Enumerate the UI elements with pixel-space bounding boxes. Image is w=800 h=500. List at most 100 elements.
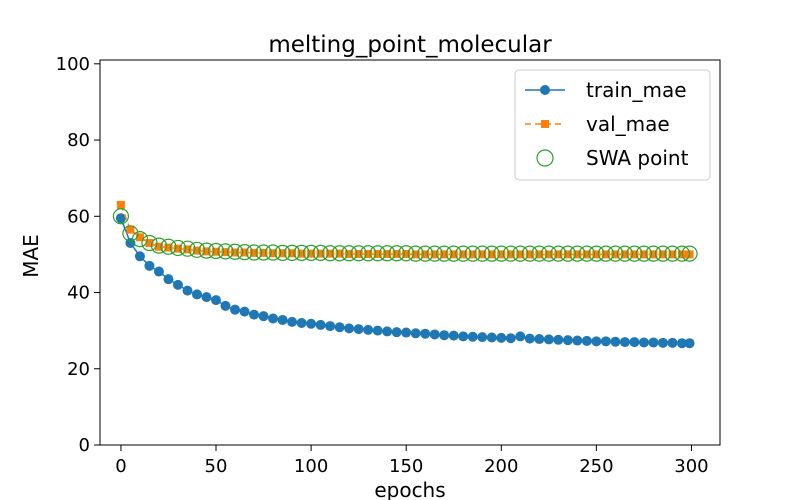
swa-point-point [588, 245, 605, 262]
train-mae-point [410, 328, 421, 339]
train-mae-point [201, 292, 212, 303]
series-val-mae [116, 200, 694, 259]
swa-point-point [226, 243, 244, 260]
train-mae-point [182, 285, 193, 296]
y-axis: 0 20 40 60 80 100 [56, 54, 100, 456]
train-mae-point [172, 279, 183, 290]
train-mae-point [477, 332, 488, 343]
swa-point-point [616, 245, 634, 262]
swa-point-point [112, 208, 130, 225]
val-mae-point [345, 250, 354, 259]
swa-point-point [521, 245, 538, 262]
swa-point-point [264, 244, 282, 261]
val-mae-point [221, 248, 230, 257]
train-mae-point [153, 266, 164, 277]
swa-point-point [597, 245, 614, 262]
val-mae-point [430, 250, 439, 259]
train-mae-point [268, 313, 279, 324]
train-mae-point [448, 330, 459, 341]
train-mae-point [306, 318, 317, 329]
val-mae-point [573, 250, 582, 259]
swa-point-point [550, 245, 567, 262]
val-mae-point [240, 248, 249, 257]
swa-point-point [169, 239, 187, 257]
train-mae-point [619, 337, 630, 348]
swa-point-point [673, 245, 691, 262]
train-mae-point [496, 332, 507, 343]
train-mae-point [249, 309, 260, 320]
train-mae-point [239, 306, 250, 317]
swa-point-point [141, 234, 158, 252]
val-mae-point [250, 248, 259, 257]
swa-point-point [150, 237, 168, 254]
swa-point-point [293, 244, 310, 261]
train-mae-point [163, 274, 174, 285]
swa-point-point [417, 245, 434, 262]
y-tick-label: 40 [67, 283, 90, 304]
swa-point-point [626, 245, 643, 262]
val-mae-point [383, 250, 392, 259]
swa-point-point [341, 245, 358, 262]
x-tick-label: 300 [674, 456, 708, 477]
x-tick-label: 150 [389, 456, 423, 477]
plot-frame [99, 59, 721, 446]
swa-point-point [322, 245, 339, 262]
val-mae-point [649, 250, 658, 259]
val-mae-point [449, 250, 458, 259]
val-mae-point [154, 242, 163, 251]
train-mae-point [277, 314, 288, 325]
train-mae-point [315, 319, 326, 330]
train-mae-point [505, 333, 516, 344]
train-mae-point [458, 331, 469, 342]
swa-point-point [331, 245, 348, 262]
train-mae-point [439, 330, 450, 341]
val-mae-point [392, 250, 401, 259]
val-mae-point [192, 246, 201, 255]
x-tick-label: 100 [294, 456, 328, 477]
swa-point-point [188, 241, 206, 258]
val-mae-point [288, 249, 297, 258]
swa-point-point [664, 245, 681, 262]
series-train-mae [115, 213, 695, 349]
swa-point-point [531, 245, 548, 262]
swa-point-point [681, 245, 698, 262]
legend-swa-point-label: SWA point [586, 146, 689, 170]
y-tick-label: 60 [67, 206, 90, 227]
val-mae-point [316, 249, 325, 258]
train-mae-point [372, 325, 383, 336]
swa-point-point [236, 244, 253, 261]
train-mae-point [344, 323, 355, 334]
val-mae-point [183, 245, 192, 254]
train-mae-point [676, 338, 687, 349]
series-swa-point [112, 208, 698, 262]
swa-point-point [483, 245, 500, 262]
y-tick-label: 80 [67, 130, 90, 151]
swa-point-point [540, 245, 557, 262]
legend-val-mae-label: val_mae [586, 112, 670, 136]
train-mae-point [572, 335, 583, 346]
val-mae-line [120, 204, 690, 256]
swa-point-point [436, 245, 453, 262]
legend-train-mae-label: train_mae [586, 78, 687, 102]
chart-title: melting_point_molecular [268, 32, 552, 58]
train-mae-point [562, 335, 573, 346]
swa-point-point [398, 245, 415, 262]
legend-val-mae-marker [541, 120, 549, 128]
val-mae-point [554, 250, 563, 259]
swa-point-point [122, 225, 139, 242]
train-mae-point [325, 321, 336, 332]
train-mae-point [648, 337, 659, 348]
swa-point-point [369, 245, 386, 262]
train-mae-point [191, 289, 202, 300]
x-tick-label: 0 [115, 456, 126, 477]
val-mae-point [373, 250, 382, 259]
train-mae-point [258, 311, 269, 322]
val-mae-point [630, 250, 639, 259]
swa-point-point [217, 243, 234, 260]
train-mae-point [486, 332, 497, 343]
val-mae-point [297, 249, 306, 258]
swa-point-point [569, 245, 586, 262]
val-mae-point [173, 244, 182, 253]
val-mae-point [354, 250, 363, 259]
swa-point-point [445, 245, 462, 262]
